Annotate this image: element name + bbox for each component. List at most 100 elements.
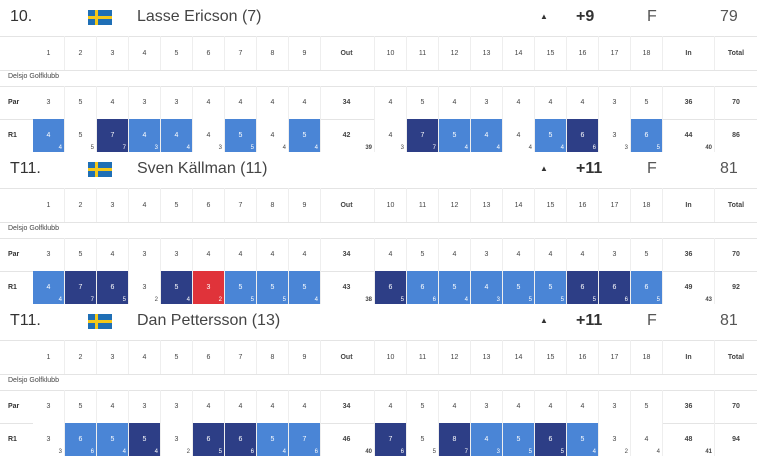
hole-number: 15	[535, 340, 567, 374]
net-score: 6	[90, 449, 94, 455]
out-header: Out	[319, 340, 375, 374]
hole-number: 18	[631, 188, 663, 222]
par-value: 4	[439, 238, 471, 271]
net-score: 4	[186, 145, 190, 151]
par-row: Par 3 5 4 3 3 4 4 4 4 34 4 5 4 3 4 4 4 3 5 36 70	[0, 86, 757, 120]
hole-number: 4	[129, 36, 161, 70]
net-score: 7	[90, 297, 94, 303]
sweden-flag-icon	[88, 162, 112, 177]
par-value: 4	[503, 390, 535, 423]
thru-status: F	[647, 160, 657, 177]
net-score: 4	[314, 145, 318, 151]
expand-caret-icon[interactable]: ▲	[540, 12, 548, 21]
player-name[interactable]: Sven Källman (11)	[137, 160, 268, 177]
par-value: 4	[97, 390, 129, 423]
net-score: 4	[314, 297, 318, 303]
net-score: 5	[90, 145, 94, 151]
hole-number: 13	[471, 36, 503, 70]
in-net: 43	[705, 297, 712, 303]
gross-score: 6	[644, 132, 649, 139]
sweden-flag-icon	[88, 10, 112, 25]
par-value: 3	[33, 86, 65, 119]
gross-score: 5	[548, 132, 553, 139]
hole-number: 1	[33, 340, 65, 374]
gross-score: 5	[548, 284, 553, 291]
hole-number-row: 1 2 3 4 5 6 7 8 9 Out 10 11 12 13 14 15 16 17 18 In Total	[0, 36, 757, 71]
player-header-row[interactable]: T11. Dan Pettersson (13) ▲ +11 F 81	[0, 304, 757, 341]
hole-number: 16	[567, 36, 599, 70]
player-name[interactable]: Dan Pettersson (13)	[137, 312, 281, 329]
player-header-row[interactable]: T11. Sven Källman (11) ▲ +11 F 81	[0, 152, 757, 189]
club-name: Delsjo Golfklubb	[8, 73, 59, 80]
par-value: 4	[503, 86, 535, 119]
par-value: 5	[407, 238, 439, 271]
hole-number: 16	[567, 340, 599, 374]
expand-caret-icon[interactable]: ▲	[540, 164, 548, 173]
gross-score: 4	[484, 284, 489, 291]
par-value: 3	[161, 238, 193, 271]
thru-status: F	[647, 8, 657, 25]
par-value: 3	[161, 86, 193, 119]
player-name[interactable]: Lasse Ericson (7)	[137, 8, 262, 25]
net-score: 5	[400, 297, 404, 303]
expand-caret-icon[interactable]: ▲	[540, 316, 548, 325]
round-out: 43 38	[319, 271, 375, 304]
gross-score: 3	[612, 132, 617, 139]
flag-cross-horizontal	[88, 168, 112, 171]
par-value: 4	[225, 238, 257, 271]
par-value: 4	[97, 86, 129, 119]
par-value: 4	[257, 390, 289, 423]
flag-cross-vertical	[95, 10, 98, 25]
par-value: 4	[535, 238, 567, 271]
par-value: 4	[225, 390, 257, 423]
hole-number: 5	[161, 340, 193, 374]
net-score: 5	[560, 297, 564, 303]
net-score: 3	[496, 449, 500, 455]
net-score: 5	[528, 449, 532, 455]
net-score: 6	[250, 449, 254, 455]
flag-cross-horizontal	[88, 320, 112, 323]
net-score: 4	[282, 449, 286, 455]
net-score: 3	[624, 145, 628, 151]
player-header-row[interactable]: 10. Lasse Ericson (7) ▲ +9 F 79	[0, 0, 757, 37]
net-score: 3	[154, 145, 158, 151]
par-value: 4	[193, 390, 225, 423]
net-score: 4	[496, 145, 500, 151]
net-score: 7	[432, 145, 436, 151]
par-value: 4	[375, 238, 407, 271]
par-value: 3	[129, 238, 161, 271]
net-score: 5	[250, 145, 254, 151]
out-net: 38	[365, 297, 372, 303]
flag-cross-horizontal	[88, 16, 112, 19]
hole-number: 9	[289, 340, 321, 374]
hole-number: 18	[631, 36, 663, 70]
net-score: 6	[592, 145, 596, 151]
hole-number: 14	[503, 36, 535, 70]
hole-number: 7	[225, 188, 257, 222]
hole-number: 8	[257, 340, 289, 374]
gross-score: 5	[302, 284, 307, 291]
round-total: 86	[732, 132, 740, 139]
net-score: 4	[656, 449, 660, 455]
net-score: 2	[218, 297, 222, 303]
par-value: 4	[535, 86, 567, 119]
